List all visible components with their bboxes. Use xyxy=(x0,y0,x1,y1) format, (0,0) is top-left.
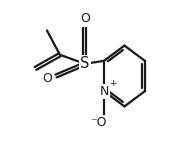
Text: O: O xyxy=(80,12,90,26)
Text: O: O xyxy=(43,72,53,85)
Text: S: S xyxy=(80,56,90,71)
Text: N: N xyxy=(99,85,109,98)
Text: +: + xyxy=(109,79,116,88)
Text: ⁻O: ⁻O xyxy=(90,116,106,129)
